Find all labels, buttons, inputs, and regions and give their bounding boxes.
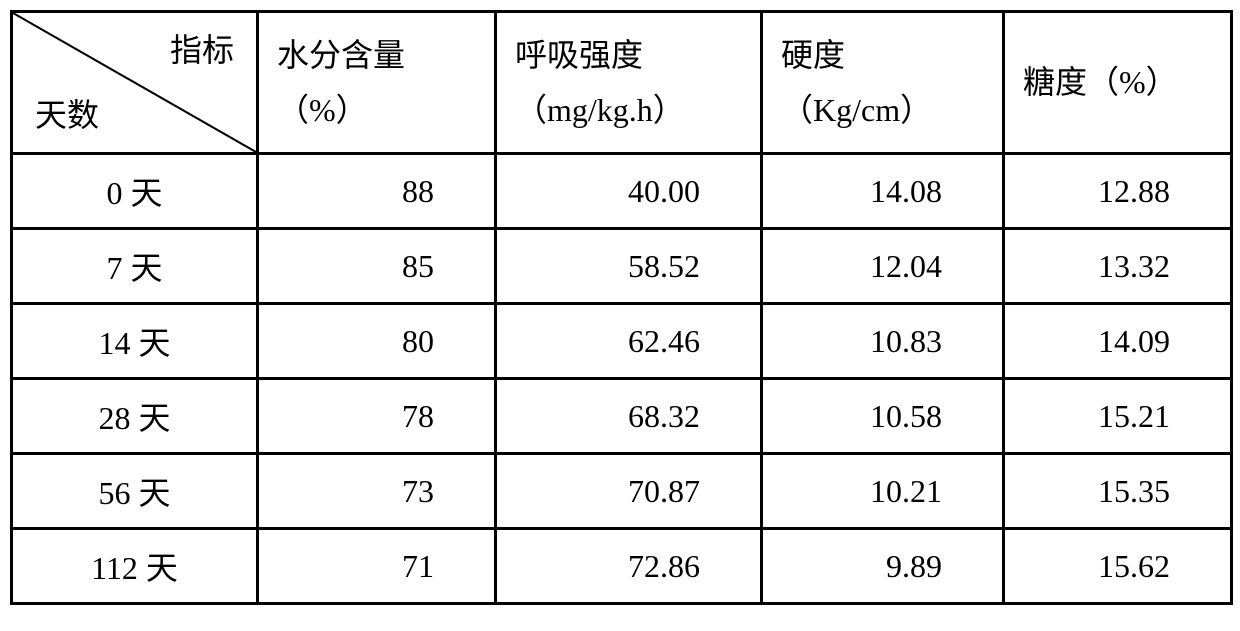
cell-sugar: 14.09 bbox=[1004, 304, 1232, 379]
row-label: 0 天 bbox=[12, 154, 258, 229]
cell-hardness: 10.58 bbox=[762, 379, 1004, 454]
header-unit: （Kg/cm） bbox=[781, 92, 932, 128]
header-col-sugar: 糖度（%） bbox=[1004, 12, 1232, 154]
cell-sugar: 13.32 bbox=[1004, 229, 1232, 304]
header-col-moisture: 水分含量 （%） bbox=[258, 12, 496, 154]
cell-sugar: 12.88 bbox=[1004, 154, 1232, 229]
header-row: 指标 天数 水分含量 （%） 呼吸强度 （mg/kg.h） 硬度 （Kg/cm）… bbox=[12, 12, 1232, 154]
cell-hardness: 9.89 bbox=[762, 529, 1004, 604]
header-col-respiration: 呼吸强度 （mg/kg.h） bbox=[496, 12, 762, 154]
cell-moisture: 85 bbox=[258, 229, 496, 304]
header-unit: （%） bbox=[277, 92, 368, 128]
cell-hardness: 10.21 bbox=[762, 454, 1004, 529]
cell-respiration: 62.46 bbox=[496, 304, 762, 379]
cell-respiration: 70.87 bbox=[496, 454, 762, 529]
header-diagonal-cell: 指标 天数 bbox=[12, 12, 258, 154]
cell-moisture: 88 bbox=[258, 154, 496, 229]
header-diag-top: 指标 bbox=[170, 23, 234, 77]
cell-respiration: 72.86 bbox=[496, 529, 762, 604]
header-label: 呼吸强度 bbox=[515, 37, 643, 73]
cell-moisture: 73 bbox=[258, 454, 496, 529]
table-row: 14 天 80 62.46 10.83 14.09 bbox=[12, 304, 1232, 379]
header-unit: （mg/kg.h） bbox=[515, 92, 685, 128]
cell-sugar: 15.21 bbox=[1004, 379, 1232, 454]
header-diag-bottom: 天数 bbox=[35, 88, 99, 142]
cell-sugar: 15.35 bbox=[1004, 454, 1232, 529]
cell-moisture: 80 bbox=[258, 304, 496, 379]
data-table: 指标 天数 水分含量 （%） 呼吸强度 （mg/kg.h） 硬度 （Kg/cm）… bbox=[10, 10, 1233, 605]
table-row: 7 天 85 58.52 12.04 13.32 bbox=[12, 229, 1232, 304]
cell-moisture: 78 bbox=[258, 379, 496, 454]
header-col-hardness: 硬度 （Kg/cm） bbox=[762, 12, 1004, 154]
cell-moisture: 71 bbox=[258, 529, 496, 604]
cell-respiration: 40.00 bbox=[496, 154, 762, 229]
row-label: 14 天 bbox=[12, 304, 258, 379]
cell-hardness: 10.83 bbox=[762, 304, 1004, 379]
table-row: 56 天 73 70.87 10.21 15.35 bbox=[12, 454, 1232, 529]
table-row: 0 天 88 40.00 14.08 12.88 bbox=[12, 154, 1232, 229]
row-label: 112 天 bbox=[12, 529, 258, 604]
cell-hardness: 14.08 bbox=[762, 154, 1004, 229]
header-label: 水分含量 bbox=[277, 37, 405, 73]
cell-respiration: 68.32 bbox=[496, 379, 762, 454]
cell-sugar: 15.62 bbox=[1004, 529, 1232, 604]
table-body: 0 天 88 40.00 14.08 12.88 7 天 85 58.52 12… bbox=[12, 154, 1232, 604]
table-row: 28 天 78 68.32 10.58 15.21 bbox=[12, 379, 1232, 454]
cell-respiration: 58.52 bbox=[496, 229, 762, 304]
row-label: 7 天 bbox=[12, 229, 258, 304]
row-label: 56 天 bbox=[12, 454, 258, 529]
row-label: 28 天 bbox=[12, 379, 258, 454]
header-label: 糖度（%） bbox=[1023, 64, 1178, 100]
cell-hardness: 12.04 bbox=[762, 229, 1004, 304]
header-label: 硬度 bbox=[781, 37, 845, 73]
table-row: 112 天 71 72.86 9.89 15.62 bbox=[12, 529, 1232, 604]
